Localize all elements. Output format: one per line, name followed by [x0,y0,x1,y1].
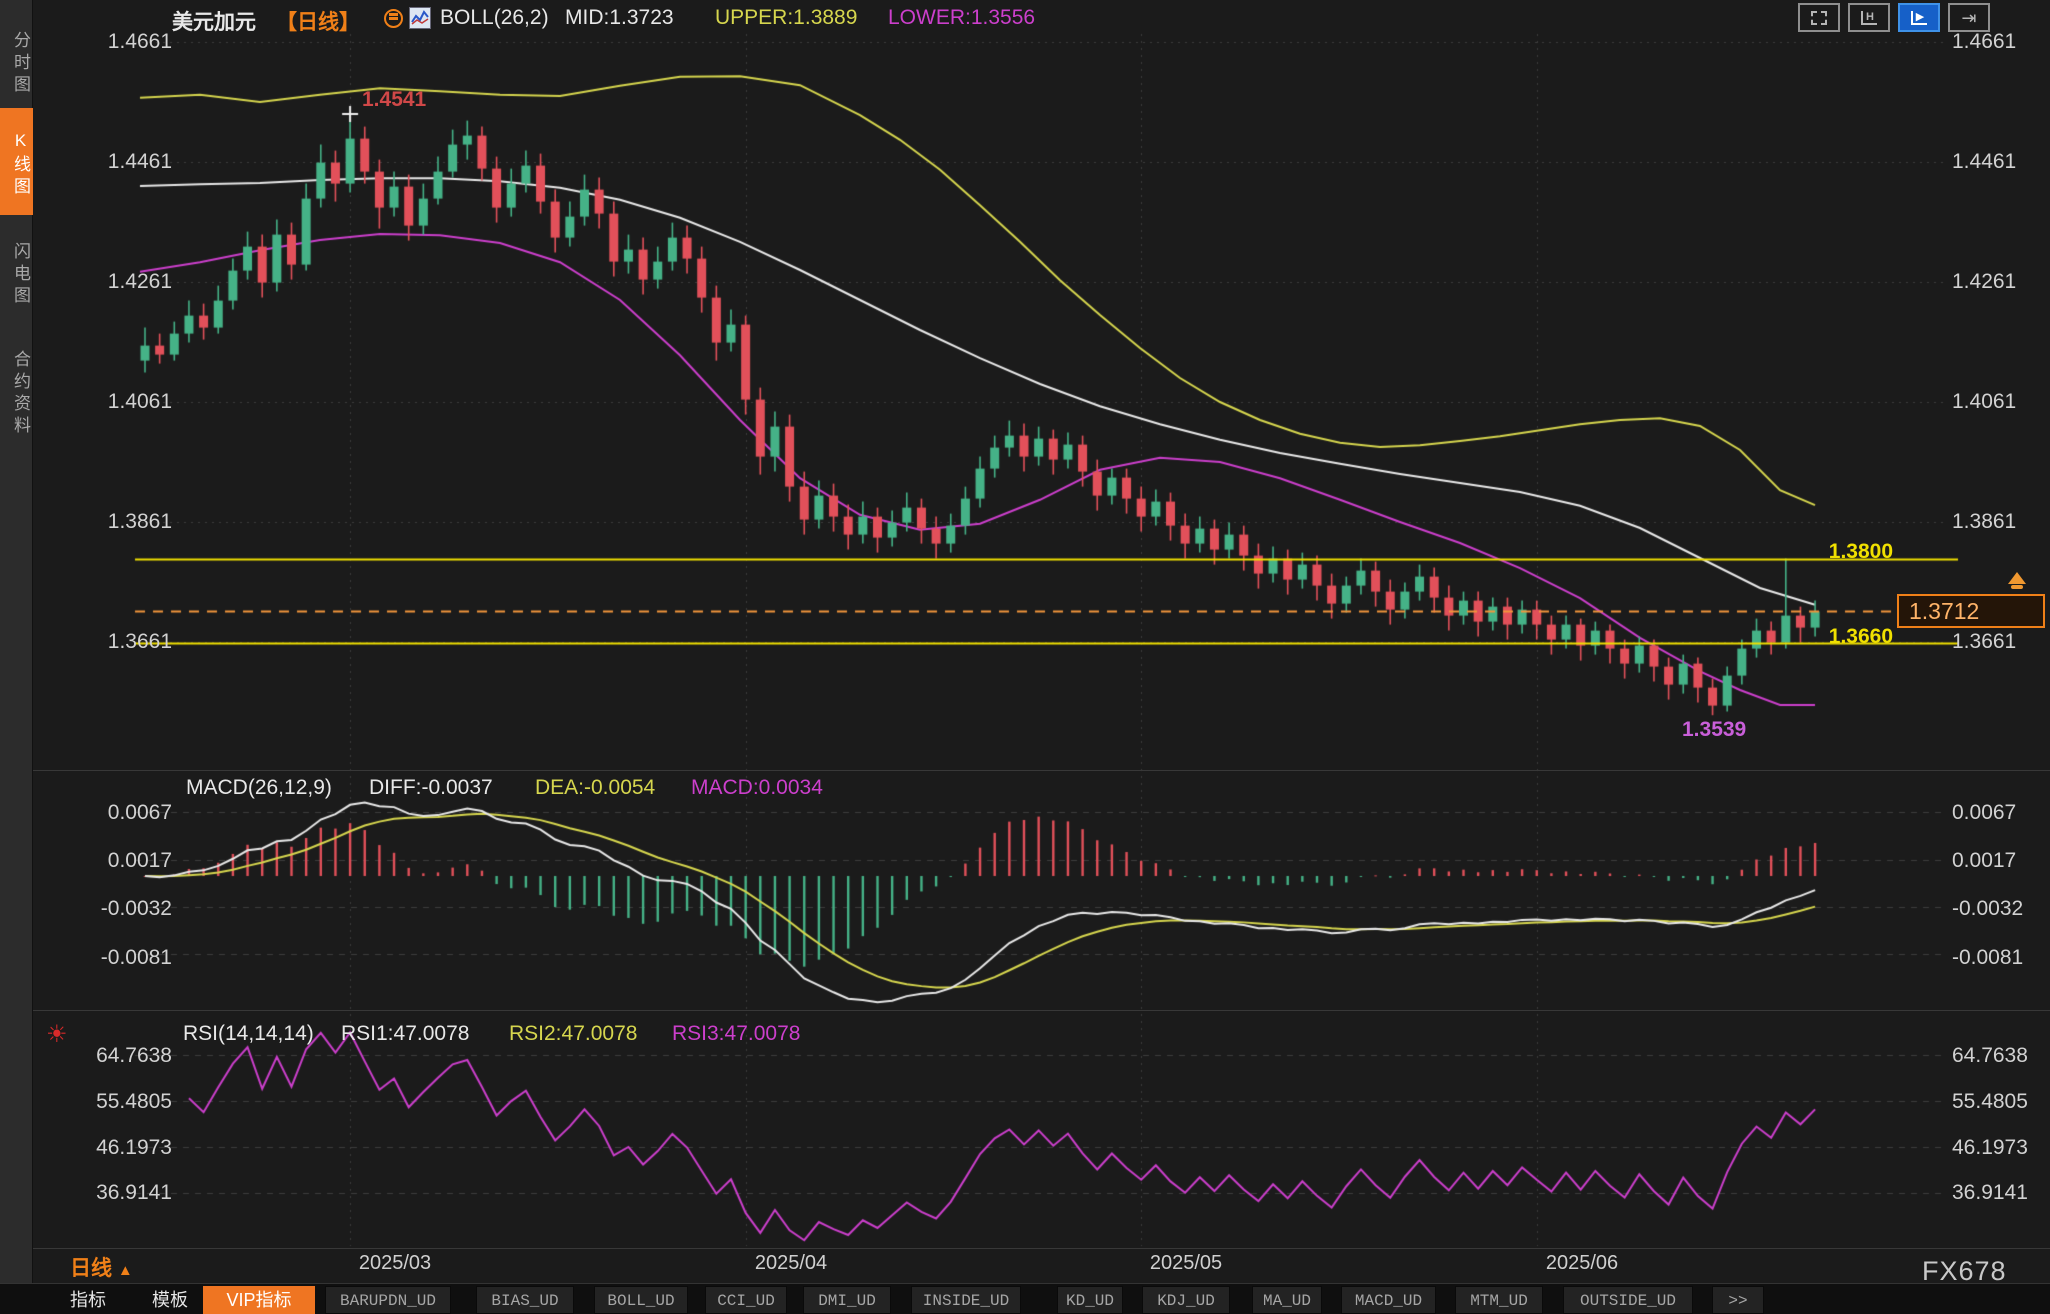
price-up-arrow-base [2011,585,2023,589]
month-axis-label: 2025/04 [754,1252,828,1274]
macd-macd-value: MACD:0.0034 [691,776,823,799]
low-price-annotation: 1.3539 [1682,718,1747,741]
macd-axis-label: -0.0032 [100,897,172,920]
macd-axis-label: 0.0067 [107,801,172,824]
rsi-axis-label: 46.1973 [1952,1136,2028,1159]
watermark: FX678 [1922,1256,2007,1286]
rsi2-value: RSI2:47.0078 [509,1022,638,1045]
macd-axis-label: -0.0081 [100,946,172,969]
pane-divider [0,770,2050,771]
period-tag[interactable]: 【日线】 [276,11,360,34]
rsi-axis-label: 46.1973 [96,1136,172,1159]
rsi-axis-label: 64.7638 [96,1044,172,1067]
macd-axis-label: -0.0032 [1952,897,2024,920]
period-selector[interactable]: 日线 ▲ [70,1257,133,1280]
high-price-annotation: 1.4541 [362,88,427,111]
tab-boll-ud[interactable]: BOLL_UD [594,1286,688,1314]
rsi-axis-label: 55.4805 [1952,1090,2028,1113]
pane-divider [0,1248,2050,1249]
tab-dmi-ud[interactable]: DMI_UD [803,1286,891,1314]
tab-more[interactable]: >> [1712,1286,1764,1314]
tab-ma-ud[interactable]: MA_UD [1252,1286,1322,1314]
tab-kd-ud[interactable]: KD_UD [1057,1286,1123,1314]
sidebar-item-candle-chart[interactable]: K线图 [0,108,33,215]
macd-axis-label: 0.0017 [107,849,172,872]
month-axis-label: 2025/03 [358,1252,432,1274]
tab-vip-indicators[interactable]: VIP指标 [203,1286,315,1314]
sidebar-item-contract-info[interactable]: 合约资料 [11,350,30,438]
macd-axis-label: 0.0017 [1952,849,2017,872]
macd-label: MACD(26,12,9) [186,776,332,799]
price-axis-label: 1.4661 [107,30,172,53]
sidebar-item-timeline-chart[interactable]: 分时图 [11,31,30,97]
macd-diff-value: DIFF:-0.0037 [369,776,493,799]
rsi-axis-label: 36.9141 [96,1181,172,1204]
price-axis-label: 1.4061 [1952,390,2017,413]
capture-icon[interactable] [384,9,403,28]
tab-mtm-ud[interactable]: MTM_UD [1455,1286,1543,1314]
region-select-button[interactable] [1798,3,1840,32]
rsi-label: RSI(14,14,14) [183,1022,314,1045]
price-axis-label: 1.4461 [107,150,172,173]
rsi1-value: RSI1:47.0078 [341,1022,470,1045]
pane-divider [0,1010,2050,1011]
zigzag-glyph [411,10,429,25]
auto-scroll-icon: ▶ [1911,10,1927,25]
boll-lower-value: LOWER:1.3556 [888,6,1036,29]
month-axis-label: 2025/06 [1545,1252,1619,1274]
indicator-tabbar: 指标 模板 VIP指标 BARUPDN_UD BIAS_UD BOLL_UD C… [0,1283,2050,1314]
chart-type-icon[interactable] [409,7,431,29]
price-axis-label: 1.4261 [107,270,172,293]
price-axis-label: 1.3861 [107,510,172,533]
rsi-axis-label: 36.9141 [1952,1181,2028,1204]
price-axis-label: 1.3861 [1952,510,2017,533]
sidebar: 分时图 K线图 闪电图 合约资料 [0,0,33,1314]
tab-barupdn-ud[interactable]: BARUPDN_UD [325,1286,451,1314]
resistance-line-label[interactable]: 1.3800 [1828,540,1893,563]
price-axis-label: 1.3661 [107,630,172,653]
price-axis-label: 1.4261 [1952,270,2017,293]
tab-bias-ud[interactable]: BIAS_UD [476,1286,574,1314]
rsi3-value: RSI3:47.0078 [672,1022,801,1045]
rsi-axis-label: 55.4805 [96,1090,172,1113]
boll-mid-value: MID:1.3723 [565,6,674,29]
sidebar-item-lightning-chart[interactable]: 闪电图 [11,242,30,308]
price-axis-label: 1.4061 [107,390,172,413]
tab-macd-ud[interactable]: MACD_UD [1341,1286,1436,1314]
price-axis-label: 1.4461 [1952,150,2017,173]
boll-label: BOLL(26,2) [440,6,549,29]
macd-dea-value: DEA:-0.0054 [535,776,656,799]
tab-kdj-ud[interactable]: KDJ_UD [1142,1286,1230,1314]
fit-scale-icon: H [1861,10,1877,25]
last-price-badge: 1.3712 [1897,594,2045,628]
auto-scroll-button[interactable]: ▶ [1898,3,1940,32]
price-up-arrow-icon [2008,572,2026,584]
price-axis-label: 1.4661 [1952,30,2017,53]
support-line-label[interactable]: 1.3660 [1828,625,1893,648]
macd-axis-label: 0.0067 [1952,801,2017,824]
fit-scale-button[interactable]: H [1848,3,1890,32]
month-axis-label: 2025/05 [1149,1252,1223,1274]
region-select-icon [1811,10,1827,25]
symbol-title: 美元加元 [172,11,256,34]
tab-inside-ud[interactable]: INSIDE_UD [911,1286,1021,1314]
tab-outside-ud[interactable]: OUTSIDE_UD [1563,1286,1693,1314]
goto-latest-icon: ⇥ [1961,7,1977,28]
tab-indicators[interactable]: 指标 [70,1290,106,1310]
macd-axis-label: -0.0081 [1952,946,2024,969]
price-axis-label: 1.3661 [1952,630,2017,653]
tab-cci-ud[interactable]: CCI_UD [705,1286,787,1314]
tab-templates[interactable]: 模板 [152,1290,188,1310]
rsi-axis-label: 64.7638 [1952,1044,2028,1067]
goto-latest-button[interactable]: ⇥ [1948,3,1990,32]
boll-upper-value: UPPER:1.3889 [715,6,858,29]
chevron-up-icon: ▲ [117,1262,133,1279]
sun-icon[interactable]: ☀ [46,1021,68,1048]
